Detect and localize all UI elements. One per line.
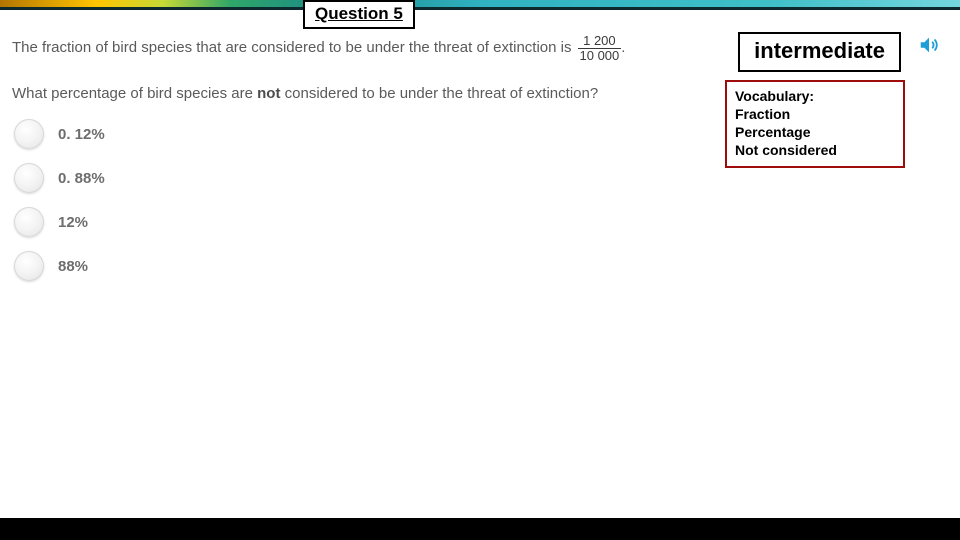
- stem-line2-before: What percentage of bird species are: [12, 85, 257, 102]
- question-number-label: Question 5: [315, 4, 403, 23]
- vocabulary-term: Fraction: [735, 105, 895, 123]
- vocabulary-box: Vocabulary: Fraction Percentage Not cons…: [725, 80, 905, 168]
- option-label: 0. 12%: [58, 126, 105, 143]
- answer-options: 0. 12% 0. 88% 12% 88%: [14, 112, 105, 288]
- radio-icon: [14, 163, 44, 193]
- radio-icon: [14, 251, 44, 281]
- audio-button[interactable]: [918, 34, 940, 56]
- question-number-box: Question 5: [303, 0, 415, 29]
- option-c[interactable]: 12%: [14, 200, 105, 244]
- option-label: 0. 88%: [58, 170, 105, 187]
- difficulty-level-box: intermediate: [738, 32, 901, 72]
- speaker-icon: [918, 34, 940, 56]
- stem-fraction: 1 200 10 000: [578, 34, 622, 63]
- question-stem-line-1: The fraction of bird species that are co…: [12, 33, 625, 62]
- question-stem-line-2: What percentage of bird species are not …: [12, 85, 598, 102]
- bottom-strip: [0, 518, 960, 540]
- option-label: 12%: [58, 214, 88, 231]
- option-b[interactable]: 0. 88%: [14, 156, 105, 200]
- fraction-numerator: 1 200: [578, 34, 622, 48]
- vocabulary-header: Vocabulary:: [735, 88, 814, 104]
- stem-line1-suffix: .: [621, 39, 625, 56]
- top-accent-bar: [0, 0, 960, 10]
- fraction-denominator: 10 000: [578, 48, 622, 63]
- slide: Question 5 The fraction of bird species …: [0, 0, 960, 540]
- stem-line2-after: considered to be under the threat of ext…: [280, 85, 598, 102]
- difficulty-level-label: intermediate: [754, 38, 885, 63]
- stem-line2-bold: not: [257, 85, 280, 102]
- radio-icon: [14, 207, 44, 237]
- option-label: 88%: [58, 258, 88, 275]
- vocabulary-term: Percentage: [735, 123, 895, 141]
- stem-line1-prefix: The fraction of bird species that are co…: [12, 39, 572, 56]
- option-d[interactable]: 88%: [14, 244, 105, 288]
- vocabulary-term: Not considered: [735, 141, 895, 159]
- option-a[interactable]: 0. 12%: [14, 112, 105, 156]
- radio-icon: [14, 119, 44, 149]
